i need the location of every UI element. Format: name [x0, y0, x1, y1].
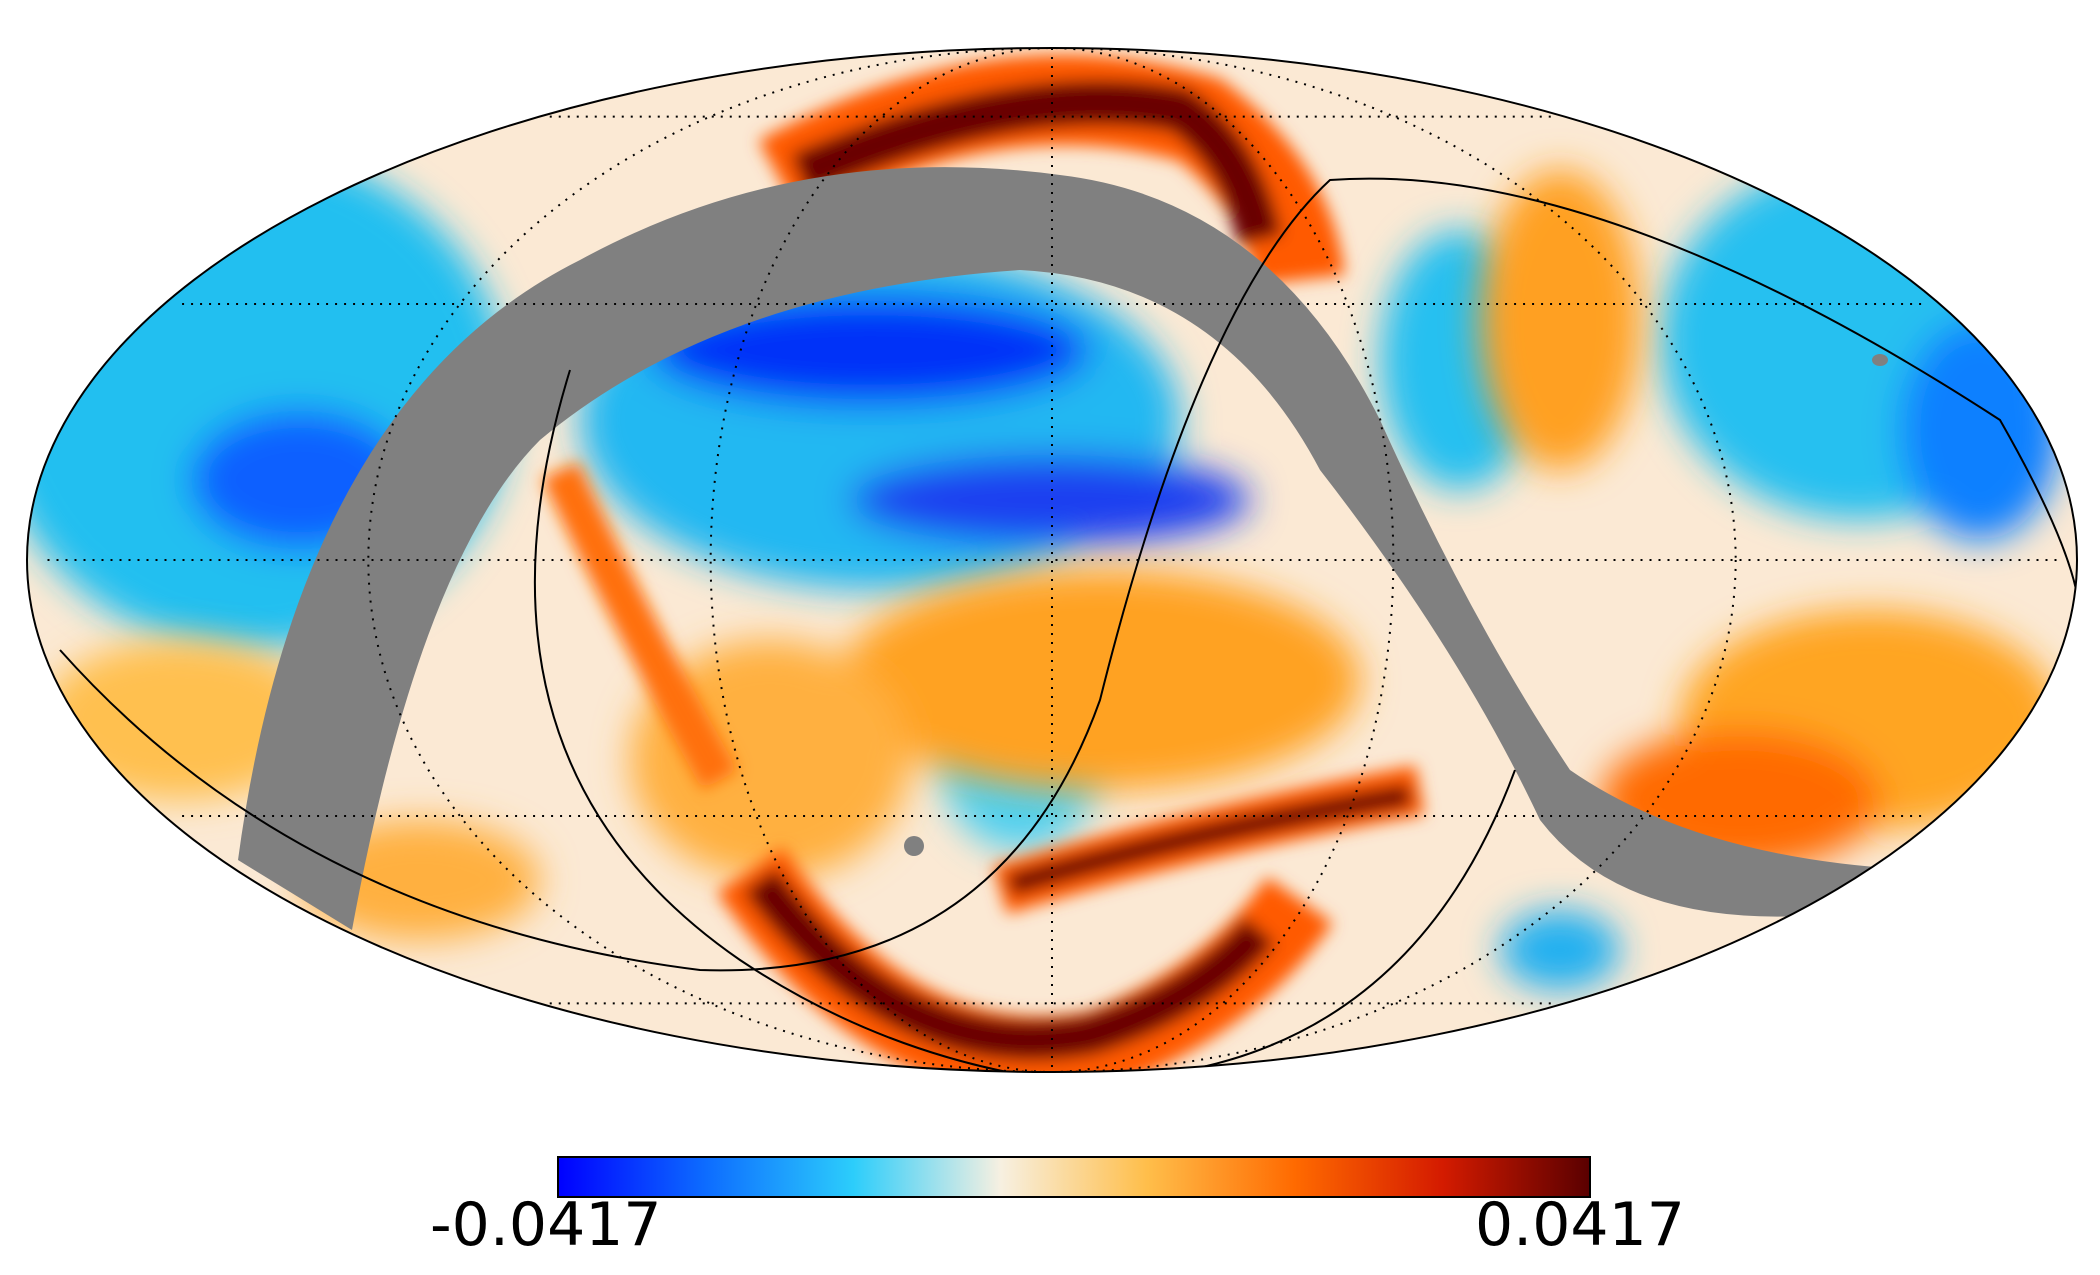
- positive-anomaly-regions: [40, 170, 2060, 940]
- point-source-mask: [904, 836, 924, 856]
- high-anomaly-arcs: [541, 55, 1425, 1072]
- colorbar-min-label: -0.0417: [430, 1190, 662, 1260]
- great-circles: [59, 177, 2077, 1072]
- point-source-mask: [1872, 354, 1888, 366]
- colorbar-max-label: 0.0417: [1475, 1190, 1685, 1260]
- galactic-mask-band: [238, 167, 1920, 930]
- colorbar: [557, 1156, 1591, 1198]
- map-outline: [26, 47, 2078, 1073]
- graticule-meridian: [709, 48, 1395, 1072]
- graticule-meridian: [367, 48, 1737, 1072]
- graticule: [47, 48, 2057, 1072]
